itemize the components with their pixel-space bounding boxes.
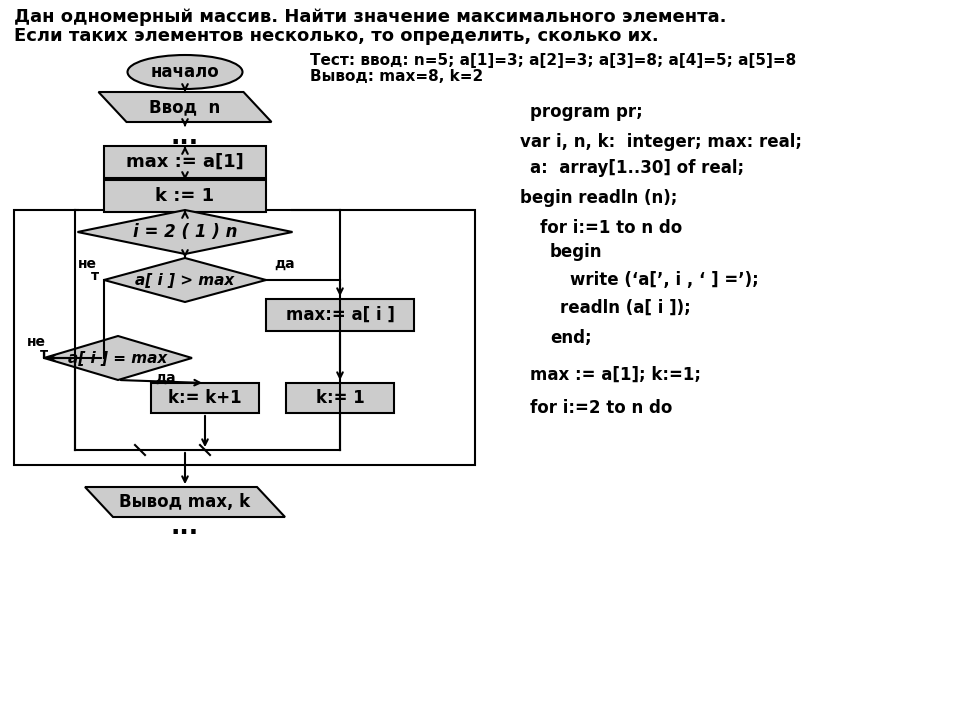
Text: Дан одномерный массив. Найти значение максимального элемента.: Дан одномерный массив. Найти значение ма… — [14, 8, 727, 26]
Polygon shape — [99, 92, 272, 122]
Text: ...: ... — [171, 125, 199, 149]
FancyBboxPatch shape — [286, 383, 394, 413]
Text: for i:=2 to n do: for i:=2 to n do — [530, 399, 672, 417]
Text: a[ i ] = max: a[ i ] = max — [68, 351, 168, 366]
Text: max:= a[ i ]: max:= a[ i ] — [285, 306, 395, 324]
Text: max := a[1]; k:=1;: max := a[1]; k:=1; — [530, 366, 701, 384]
Text: Вывод max, k: Вывод max, k — [119, 493, 251, 511]
Text: program pr;: program pr; — [530, 103, 643, 121]
Polygon shape — [44, 336, 192, 380]
Polygon shape — [104, 258, 266, 302]
Text: Если таких элементов несколько, то определить, сколько их.: Если таких элементов несколько, то опред… — [14, 27, 659, 45]
FancyBboxPatch shape — [266, 299, 414, 331]
Text: не: не — [78, 257, 97, 271]
Text: i = 2 ( 1 ) n: i = 2 ( 1 ) n — [132, 223, 237, 241]
FancyBboxPatch shape — [104, 146, 266, 178]
Text: a[ i ] > max: a[ i ] > max — [135, 272, 234, 287]
Text: ...: ... — [171, 515, 199, 539]
Text: k:= k+1: k:= k+1 — [168, 389, 242, 407]
Text: var i, n, k:  integer; max: real;: var i, n, k: integer; max: real; — [520, 133, 802, 151]
FancyBboxPatch shape — [151, 383, 259, 413]
Text: readln (a[ i ]);: readln (a[ i ]); — [560, 299, 691, 317]
Text: end;: end; — [550, 329, 591, 347]
FancyBboxPatch shape — [104, 180, 266, 212]
Text: да: да — [156, 371, 177, 385]
Text: не: не — [27, 335, 45, 349]
Text: т: т — [40, 347, 48, 361]
Text: Вывод: max=8, k=2: Вывод: max=8, k=2 — [310, 68, 483, 84]
Text: да: да — [275, 257, 296, 271]
Text: a:  array[1..30] of real;: a: array[1..30] of real; — [530, 159, 744, 177]
Text: начало: начало — [151, 63, 220, 81]
Text: begin: begin — [550, 243, 603, 261]
Text: Тест: ввод: n=5; a[1]=3; a[2]=3; a[3]=8; a[4]=5; a[5]=8: Тест: ввод: n=5; a[1]=3; a[2]=3; a[3]=8;… — [310, 53, 796, 68]
Text: k:= 1: k:= 1 — [316, 389, 365, 407]
Polygon shape — [85, 487, 285, 517]
Text: for i:=1 to n do: for i:=1 to n do — [540, 219, 683, 237]
Text: т: т — [91, 269, 99, 283]
Ellipse shape — [128, 55, 243, 89]
Text: Ввод  n: Ввод n — [150, 98, 221, 116]
Text: begin readln (n);: begin readln (n); — [520, 189, 678, 207]
Text: k := 1: k := 1 — [156, 187, 215, 205]
Text: max := a[1]: max := a[1] — [126, 153, 244, 171]
Text: write (‘a[’, i , ‘ ] =’);: write (‘a[’, i , ‘ ] =’); — [570, 271, 758, 289]
Polygon shape — [78, 210, 293, 254]
